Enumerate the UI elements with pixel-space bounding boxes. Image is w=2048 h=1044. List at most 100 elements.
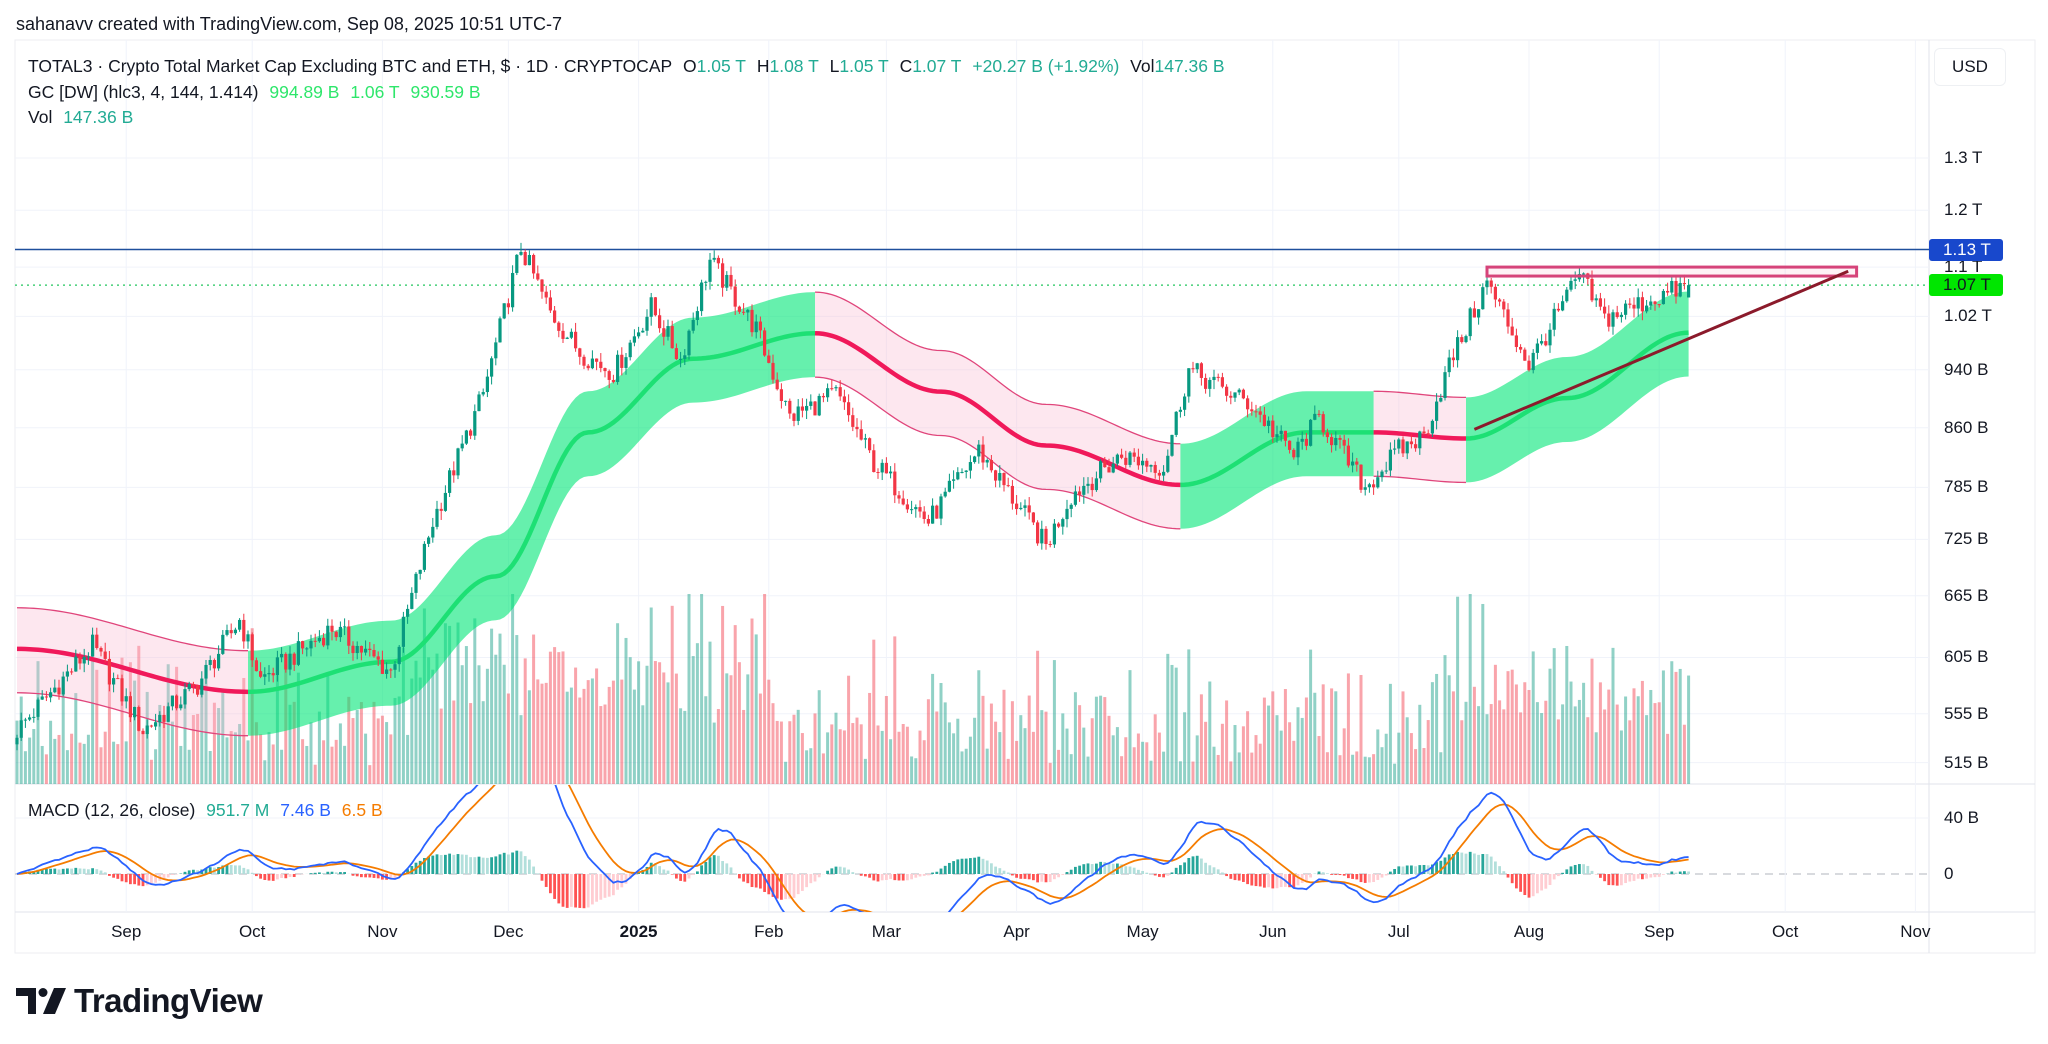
macd-histogram-bar (1120, 864, 1123, 874)
candle-body (960, 471, 964, 473)
symbol-legend[interactable]: TOTAL3 · Crypto Total Market Cap Excludi… (28, 56, 1231, 77)
candle-body (15, 737, 19, 745)
volume-bar (620, 679, 624, 784)
volume-bar (1300, 717, 1304, 784)
candle-body (729, 274, 733, 287)
candle-body (1157, 472, 1161, 476)
macd-histogram-bar (750, 874, 754, 888)
volume-bar (1212, 746, 1216, 784)
volume-bar (788, 721, 792, 784)
candle-body (624, 357, 628, 368)
time-tick-label: Mar (871, 922, 902, 941)
macd-histogram-bar (721, 861, 724, 874)
macd-histogram-bar (1422, 864, 1426, 874)
volume-bar (1493, 664, 1497, 784)
candle-body (456, 448, 460, 476)
candle-body (1069, 504, 1073, 509)
macd-histogram-bar (1389, 871, 1392, 874)
chart-frame (14, 39, 2036, 954)
volume-bar (1338, 755, 1342, 784)
candle-body (116, 678, 120, 680)
candle-body (1304, 438, 1308, 446)
macd-histogram-bar (1678, 871, 1682, 874)
macd-histogram-bar (1376, 874, 1380, 880)
candle-body (288, 653, 292, 670)
volume-bar (964, 748, 968, 784)
candle-body (1057, 523, 1061, 527)
volume-bar (1132, 747, 1136, 784)
candle-body (653, 297, 657, 316)
macd-histogram-bar (1107, 863, 1111, 874)
currency-button[interactable]: USD (1934, 48, 2006, 86)
candle-body (1124, 457, 1128, 465)
candle-body (19, 720, 23, 738)
macd-histogram-bar (1090, 864, 1094, 874)
volume-bar (901, 723, 905, 784)
macd-histogram-bar (364, 874, 367, 878)
volume-bar (1569, 681, 1573, 784)
high-label: H (756, 56, 770, 76)
volume-bar (931, 673, 935, 784)
candle-body (1565, 289, 1569, 302)
candle-body (859, 429, 863, 440)
channel-midline (247, 331, 816, 695)
volume-bar (107, 665, 111, 784)
channel-fill-down (815, 292, 1181, 529)
volume-bar (208, 751, 212, 784)
candle-body (1493, 286, 1497, 300)
candle-body (838, 387, 842, 397)
volume-legend[interactable]: Vol 147.36 B (28, 107, 139, 128)
gc-legend[interactable]: GC [DW] (hlc3, 4, 144, 1.414) 994.89 B 1… (28, 82, 487, 103)
horizontal-lines[interactable] (15, 248, 1929, 286)
macd-histogram-bar (784, 874, 787, 900)
candle-body (120, 678, 124, 702)
candle-body (1481, 287, 1485, 310)
macd-histogram-bar (465, 854, 468, 874)
volume-bar (1023, 728, 1027, 784)
macd-histogram-bar (922, 874, 926, 876)
candle-body (313, 640, 317, 642)
candle-body (565, 337, 569, 339)
volume-bar (1208, 681, 1212, 784)
volume-bar (574, 667, 578, 784)
candle-body (112, 678, 116, 685)
macd-histogram-bar (700, 865, 703, 874)
macd-histogram-bar (171, 874, 174, 875)
macd-legend[interactable]: MACD (12, 26, close) 951.7 M 7.46 B 6.5 … (28, 800, 389, 821)
candle-body (154, 722, 158, 727)
candle-body (1506, 309, 1510, 327)
macd-histogram-bar (1141, 871, 1144, 874)
drawings[interactable] (1473, 265, 1859, 431)
candle-body (931, 505, 935, 524)
candle-body (536, 273, 540, 280)
candle-body (590, 358, 594, 369)
macd-histogram-bar (1158, 874, 1161, 877)
macd-histogram-bar (1267, 874, 1270, 888)
volume-bar (86, 734, 90, 784)
macd-histogram-bar (939, 868, 943, 874)
resistance-price-tag: 1.13 T (1929, 238, 2003, 261)
volume-bar (1342, 728, 1346, 784)
price-tick-label: 940 B (1944, 359, 1989, 379)
volume-bar (863, 758, 867, 784)
candle-body (473, 411, 477, 436)
tradingview-logo[interactable]: TradingView (16, 982, 263, 1020)
volume-bar (855, 717, 859, 784)
macd-histogram-bar (1615, 874, 1619, 886)
candle-body (775, 379, 779, 390)
volume-bar (553, 647, 557, 784)
volume-bar (872, 639, 876, 784)
volume-bar (1531, 651, 1535, 784)
candle-body (1363, 487, 1367, 490)
macd-histogram-bar (687, 874, 691, 879)
macd-histogram-bar (1645, 874, 1648, 879)
volume-bar (1540, 713, 1544, 784)
candle-body (1183, 396, 1187, 410)
vol-value: 147.36 B (1154, 56, 1225, 76)
volume-bar (1237, 752, 1241, 784)
macd-histogram-bar (654, 863, 657, 874)
candle-body (683, 355, 687, 359)
candle-body (1094, 478, 1098, 491)
change-value: +20.27 B (+1.92%) (972, 56, 1120, 76)
